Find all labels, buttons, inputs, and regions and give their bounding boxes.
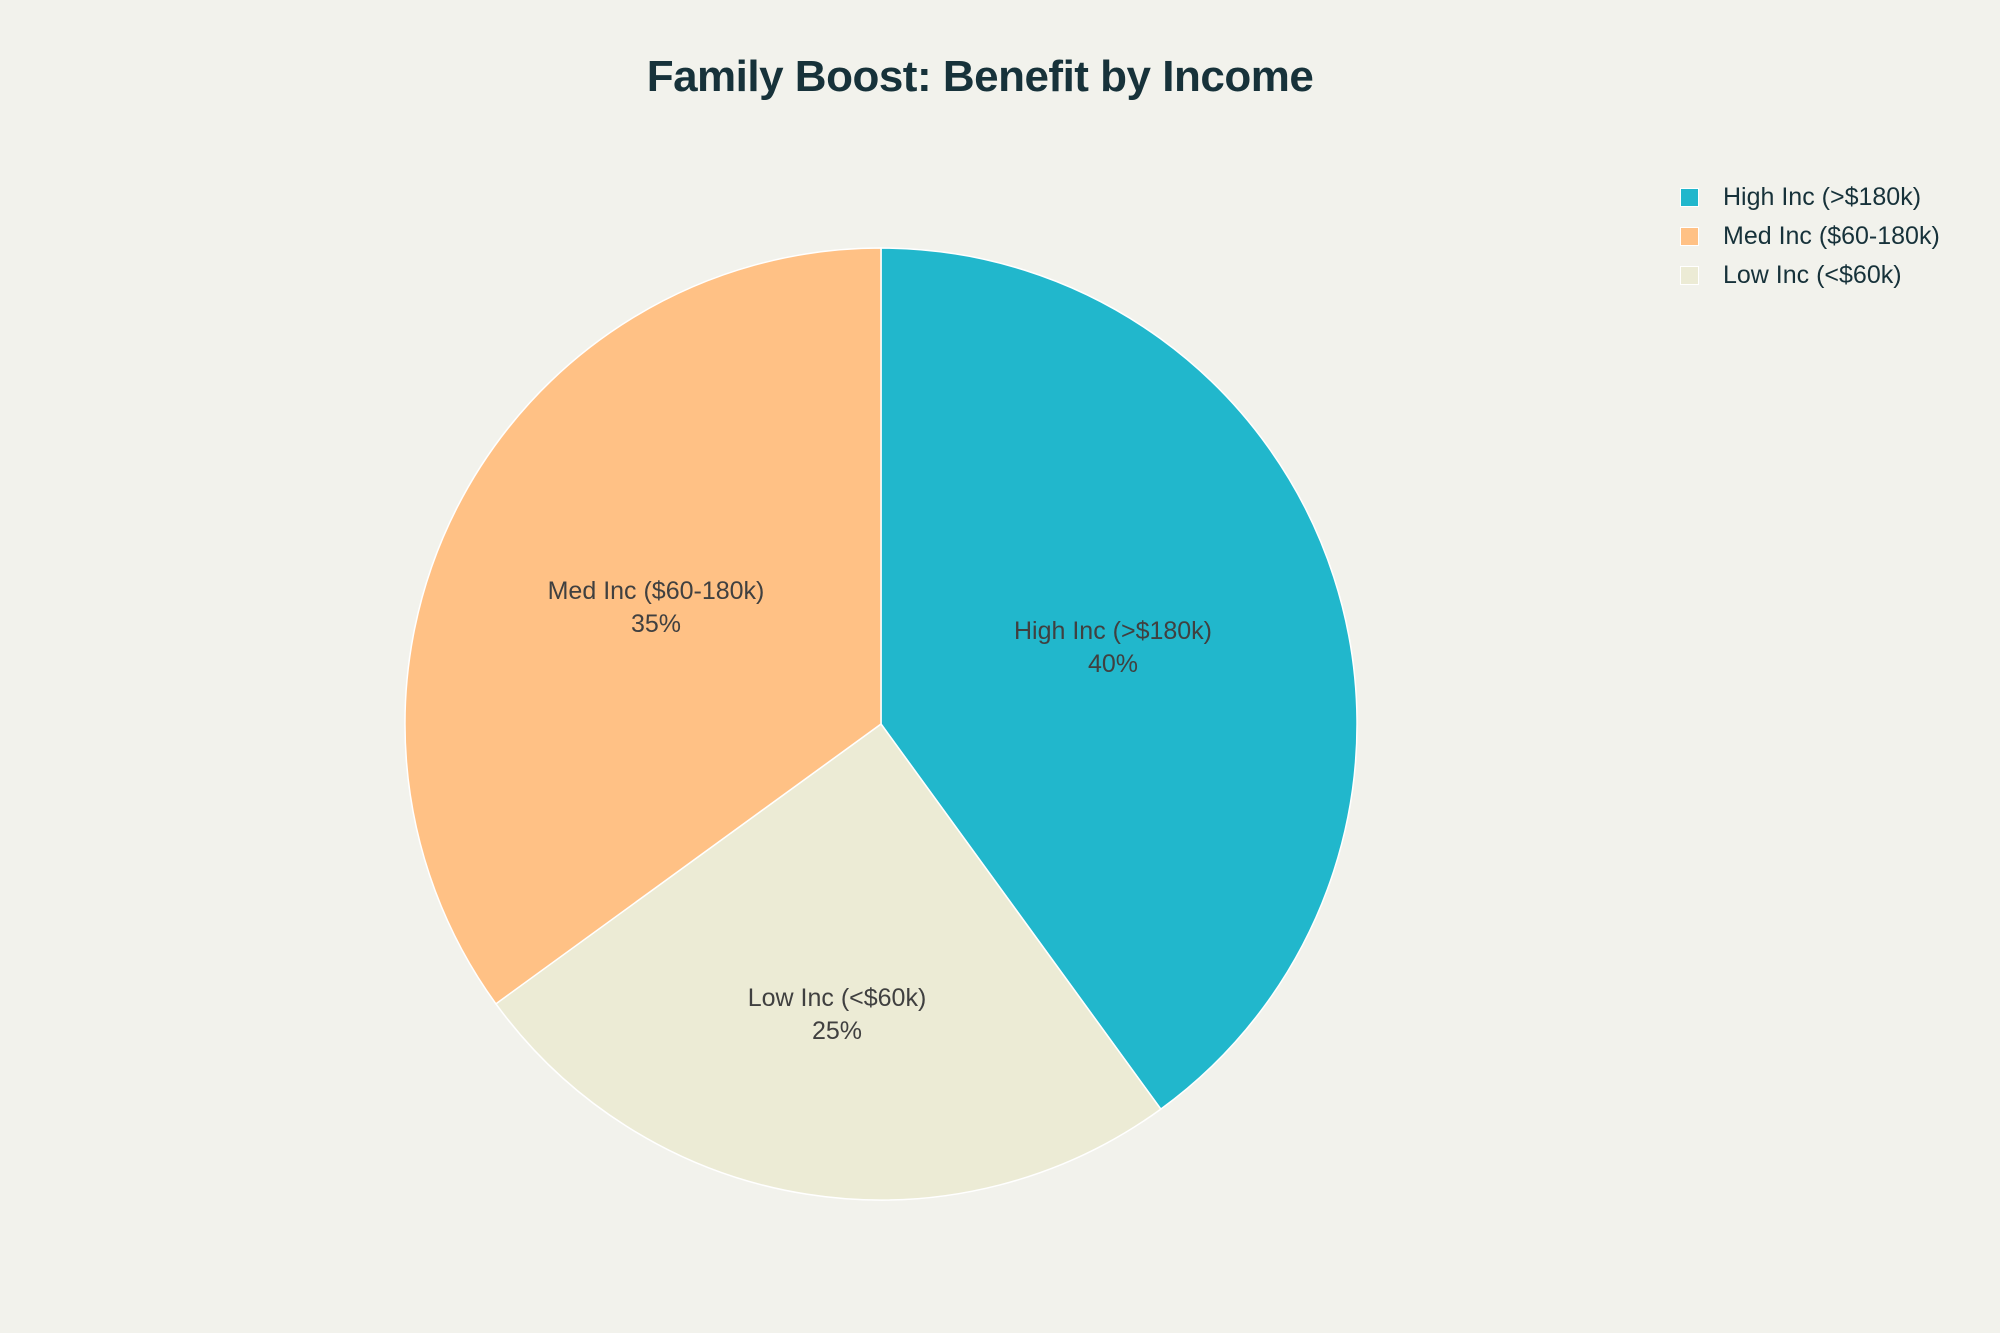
- slice-label-med-income: Med Inc ($60-180k) 35%: [548, 575, 765, 641]
- pie-slice-high-income[interactable]: [880, 247, 1358, 1111]
- legend-label: High Inc (>$180k): [1723, 183, 1922, 211]
- chart-title: Family Boost: Benefit by Income: [646, 52, 1314, 101]
- pie-slice-low-income[interactable]: [494, 722, 1162, 1201]
- slice-label-high-income: High Inc (>$180k) 40%: [1014, 615, 1212, 681]
- legend-swatch-icon: [1680, 227, 1699, 246]
- slice-label-text: High Inc (>$180k): [1013, 617, 1213, 645]
- slice-label-text: Med Inc ($60-180k): [547, 577, 765, 605]
- pie-slice-med-income[interactable]: [404, 247, 882, 1005]
- legend-item-low-income[interactable]: Low Inc (<$60k): [1680, 256, 1940, 295]
- slice-label-percent: 35%: [630, 610, 682, 638]
- slice-label-percent: 40%: [1087, 650, 1139, 678]
- legend: High Inc (>$180k) Med Inc ($60-180k) Low…: [1680, 178, 1940, 295]
- slice-label-percent: 25%: [811, 1017, 863, 1045]
- legend-item-med-income[interactable]: Med Inc ($60-180k): [1680, 217, 1940, 256]
- slice-label-text: Low Inc (<$60k): [747, 984, 927, 1012]
- slice-label-low-income: Low Inc (<$60k) 25%: [748, 982, 927, 1048]
- legend-swatch-icon: [1680, 188, 1699, 207]
- legend-item-high-income[interactable]: High Inc (>$180k): [1680, 178, 1940, 217]
- legend-label: Med Inc ($60-180k): [1723, 222, 1940, 250]
- legend-swatch-icon: [1680, 266, 1699, 285]
- legend-label: Low Inc (<$60k): [1723, 261, 1902, 289]
